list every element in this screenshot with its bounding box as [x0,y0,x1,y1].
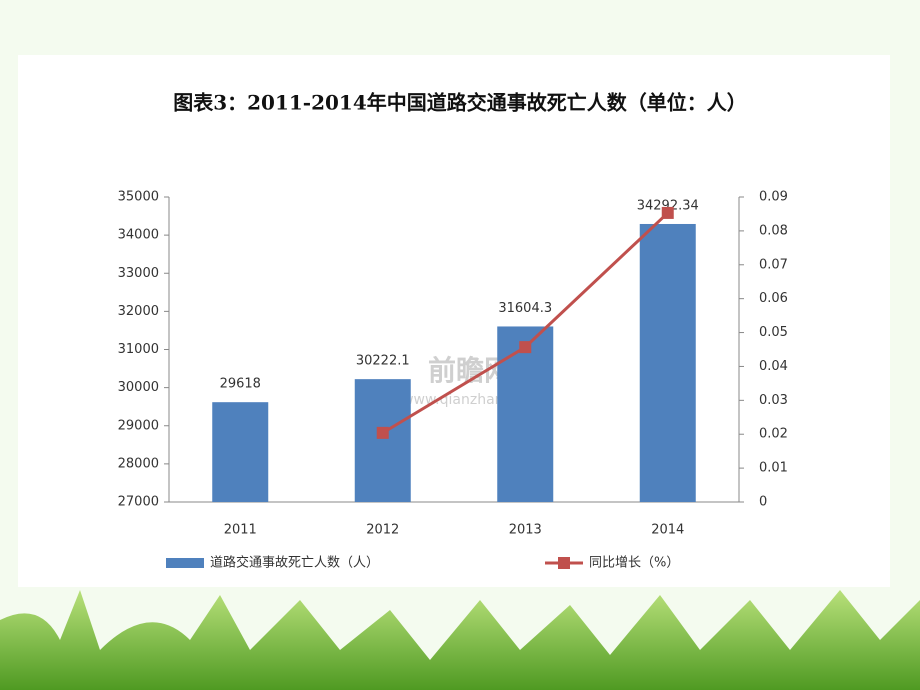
bar [497,326,554,502]
y2-tick-label: 0.06 [759,291,788,306]
y2-tick-label: 0 [759,495,767,510]
y2-tick-label: 0.05 [759,325,788,340]
y2-tick-label: 0.08 [759,223,788,238]
bar [639,223,696,502]
y-tick-label: 35000 [118,190,159,205]
y-tick-label: 31000 [118,342,159,357]
bar [212,402,269,502]
x-tick-label: 2014 [651,523,684,538]
y-tick-label: 32000 [118,304,159,319]
bar-value-label: 31604.3 [498,301,552,316]
legend-label: 道路交通事故死亡人数（人） [210,555,379,571]
bar-value-label: 34292.34 [637,198,699,213]
legend-label: 同比增长（%） [589,556,679,571]
y-tick-label: 34000 [118,228,159,243]
bar [354,379,411,502]
y-tick-label: 27000 [118,495,159,510]
line-marker [519,341,532,354]
y-tick-label: 30000 [118,380,159,395]
y2-tick-label: 0.09 [759,190,788,205]
y-tick-label: 29000 [118,418,159,433]
chart-area [18,55,890,587]
grass-decoration [0,590,920,690]
y2-tick-label: 0.07 [759,257,788,272]
x-tick-label: 2013 [509,523,542,538]
line-marker [661,206,674,219]
y-tick-label: 33000 [118,266,159,281]
y2-tick-label: 0.03 [759,393,788,408]
line-marker [376,426,389,439]
y-tick-label: 28000 [118,456,159,471]
bar-value-label: 29618 [220,377,261,392]
y2-tick-label: 0.02 [759,427,788,442]
legend-swatch [558,557,570,569]
legend-swatch [166,558,204,568]
chart-title: 图表3：2011-2014年中国道路交通事故死亡人数（单位：人） [173,91,747,115]
x-tick-label: 2012 [366,523,399,538]
y2-tick-label: 0.01 [759,461,788,476]
y2-tick-label: 0.04 [759,359,788,374]
x-tick-label: 2011 [224,523,257,538]
bar-value-label: 30222.1 [356,354,410,369]
